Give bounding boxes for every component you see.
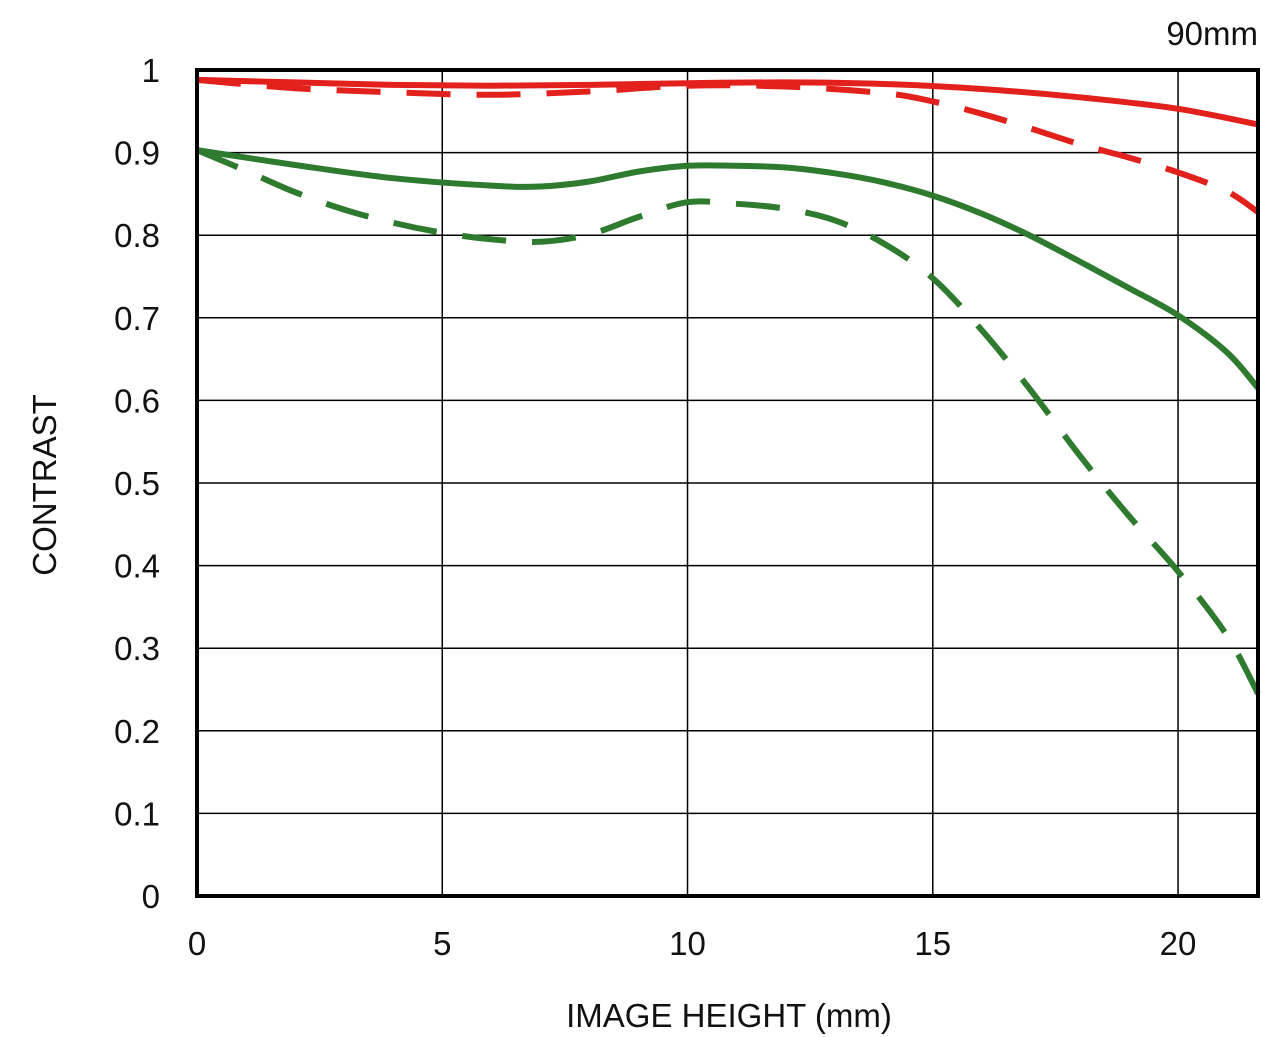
grid-lines xyxy=(196,69,1258,897)
y-tick-label: 0.3 xyxy=(114,630,160,667)
x-tick-label: 10 xyxy=(669,925,706,962)
y-tick-label: 0.7 xyxy=(114,300,160,337)
plot-frame xyxy=(195,68,1260,898)
series-lines xyxy=(195,76,1261,696)
y-tick-label: 0.8 xyxy=(114,217,160,254)
x-tick-labels: 0 5 10 15 20 xyxy=(188,925,1197,962)
x-axis-title: IMAGE HEIGHT (mm) xyxy=(566,997,892,1034)
y-tick-label: 0 xyxy=(142,878,160,915)
y-axis-title: CONTRAST xyxy=(26,394,63,576)
chart-title: 90mm xyxy=(1166,15,1258,52)
y-tick-label: 0.9 xyxy=(114,135,160,172)
y-tick-label: 0.6 xyxy=(114,382,160,419)
x-tick-label: 15 xyxy=(914,925,951,962)
y-tick-label: 0.4 xyxy=(114,548,160,585)
x-tick-label: 20 xyxy=(1160,925,1197,962)
series-line-solid-red xyxy=(196,76,1259,128)
y-tick-label: 1 xyxy=(142,52,160,89)
y-tick-label: 0.1 xyxy=(114,795,160,832)
x-tick-label: 5 xyxy=(433,925,451,962)
y-tick-label: 0.5 xyxy=(114,465,160,502)
series-line-solid-green xyxy=(196,147,1261,390)
series-line-dashed-red xyxy=(196,76,1260,215)
y-tick-label: 0.2 xyxy=(114,713,160,750)
y-tick-labels: 0 0.1 0.2 0.3 0.4 0.5 0.6 0.7 0.8 0.9 1 xyxy=(114,52,160,915)
series-line-dashed-green xyxy=(195,147,1261,696)
x-tick-label: 0 xyxy=(188,925,206,962)
